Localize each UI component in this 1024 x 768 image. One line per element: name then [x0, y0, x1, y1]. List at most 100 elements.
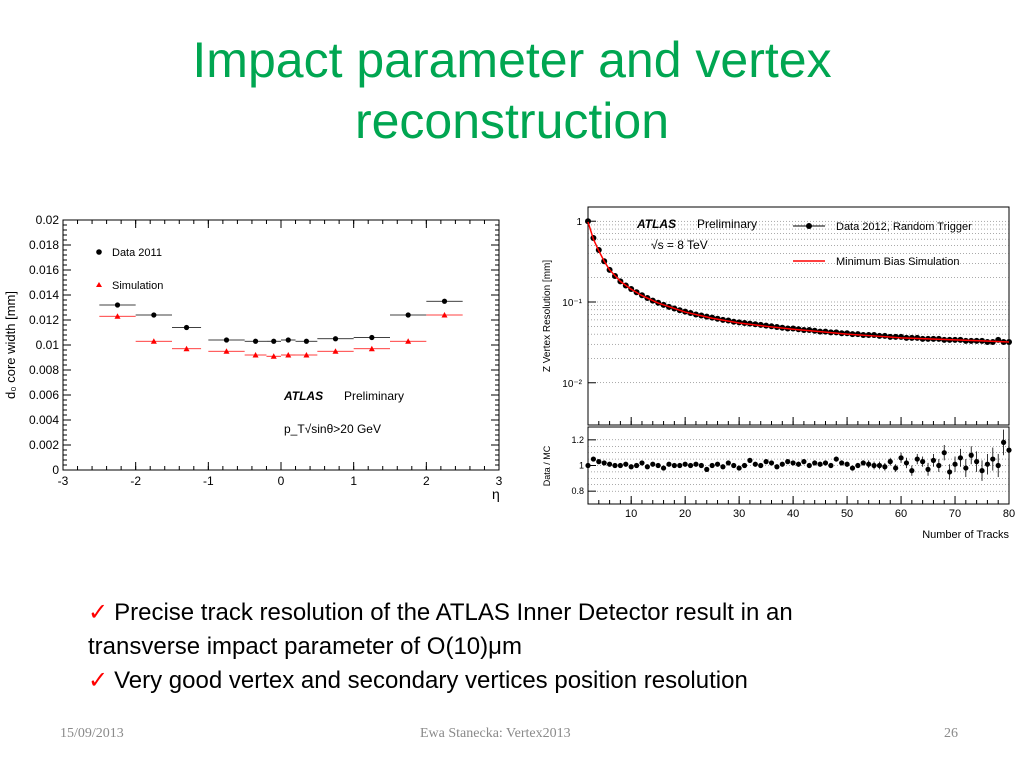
x-tick-label: 30	[733, 508, 745, 520]
sim-point	[252, 352, 259, 358]
ratio-point	[596, 459, 602, 465]
ratio-point	[990, 456, 996, 462]
x-tick-label: -2	[130, 474, 141, 488]
data-point	[285, 337, 291, 343]
ratio-point	[644, 464, 650, 470]
ratio-point	[747, 457, 753, 463]
data-point	[369, 334, 375, 341]
legend-data-label: Data 2011	[112, 247, 162, 259]
bullet-item: ✓ Very good vertex and secondary vertices…	[88, 664, 968, 698]
footer-author: Ewa Stanecka: Vertex2013	[420, 726, 571, 741]
ratio-point	[714, 461, 721, 467]
ratio-point	[628, 464, 634, 470]
data-point	[585, 218, 591, 225]
ratio-point	[828, 462, 834, 469]
cut-label: p_T√sinθ>20 GeV	[284, 422, 381, 436]
x-tick-label: 20	[679, 508, 691, 520]
ratio-point	[725, 460, 731, 466]
ratio-point	[839, 460, 845, 466]
ratio-point	[633, 462, 640, 469]
ratio-point	[806, 462, 812, 469]
x-axis-label: η	[492, 486, 500, 502]
ratio-point	[914, 456, 920, 462]
ratio-point	[650, 461, 656, 467]
sim-point	[332, 348, 339, 354]
ratio-point	[833, 456, 839, 462]
ratio-point	[790, 460, 796, 466]
x-tick-label: 2	[423, 474, 430, 488]
ratio-point	[720, 464, 726, 470]
ratio-point	[612, 462, 618, 469]
check-icon: ✓	[88, 667, 109, 694]
y-tick-label: 0	[52, 463, 59, 477]
sim-point	[114, 313, 121, 319]
sim-point	[405, 338, 412, 344]
ratio-point	[779, 461, 785, 467]
ratio-point	[736, 465, 742, 471]
ratio-point	[660, 465, 667, 471]
ratio-point	[974, 459, 980, 465]
bullet-item: ✓ Precise track resolution of the ATLAS I…	[88, 596, 968, 630]
sim-point	[150, 338, 157, 344]
data-point	[332, 336, 339, 342]
x-tick-label: 10	[625, 508, 637, 520]
d0-width-chart: 0 0.002 0.004 0.006 0.008 0.01 0.012 0.014 0.016…	[3, 213, 503, 502]
series-group	[585, 218, 1012, 345]
sim-point	[183, 345, 190, 352]
ratio-point	[898, 455, 904, 461]
ratio-point	[677, 462, 683, 469]
data-point	[114, 302, 121, 308]
ratio-point	[995, 462, 1001, 469]
bullet-list: ✓ Precise track resolution of the ATLAS I…	[88, 596, 968, 698]
series-group	[99, 298, 463, 359]
sim-point	[303, 352, 310, 358]
y-tick-label: 0.006	[29, 388, 59, 402]
legend-sim-marker	[96, 282, 102, 287]
ratio-point	[882, 464, 888, 470]
grid	[588, 220, 1009, 492]
y-tick-label: 0.02	[36, 213, 60, 227]
ratio-points	[585, 429, 1012, 481]
ratio-point	[795, 461, 802, 467]
data-point	[1006, 338, 1012, 345]
ratio-point	[774, 464, 780, 470]
x-ticks: 10 20 30 40 50 60 70 80	[587, 417, 1015, 520]
sim-point	[441, 312, 448, 318]
ratio-point	[768, 460, 775, 466]
legend-data-marker	[96, 249, 102, 255]
x-tick-label: 40	[787, 508, 799, 520]
ratio-point	[585, 462, 591, 469]
data-point	[405, 312, 411, 318]
ratio-point	[763, 459, 769, 465]
ratio-point	[693, 461, 699, 467]
ratio-point	[941, 450, 947, 456]
x-tick-label: -3	[58, 474, 69, 488]
legend-data-label: Data 2012, Random Trigger	[836, 221, 972, 233]
data-point	[252, 338, 259, 344]
ratio-point	[812, 460, 818, 466]
data-point	[871, 332, 878, 339]
ratio-point	[947, 469, 953, 475]
y-ticks: 0 0.002 0.004 0.006 0.008 0.01 0.012 0.014 0.016…	[29, 213, 499, 477]
title-line-1: Impact parameter and vertex	[192, 32, 832, 88]
ratio-y-tick-label: 1	[579, 461, 584, 471]
x-tick-label: 60	[895, 508, 907, 520]
atlas-label: ATLAS	[636, 217, 676, 231]
ratio-point	[758, 462, 764, 469]
ratio-point	[963, 465, 969, 471]
simulation-line	[587, 221, 1010, 343]
footer-page-number: 26	[944, 726, 958, 741]
ratio-point	[741, 462, 748, 469]
ratio-point	[601, 460, 607, 466]
y-tick-label: 10⁻¹	[562, 298, 582, 309]
ratio-point	[957, 455, 964, 461]
ratio-point	[698, 462, 704, 469]
ratio-point	[623, 461, 629, 467]
ratio-point	[855, 462, 861, 469]
ratio-point	[682, 461, 688, 467]
main-plot-frame	[587, 206, 1010, 426]
ratio-point	[979, 468, 985, 474]
data-point	[303, 338, 310, 344]
preliminary-label: Preliminary	[697, 217, 757, 231]
ratio-point	[617, 462, 623, 469]
